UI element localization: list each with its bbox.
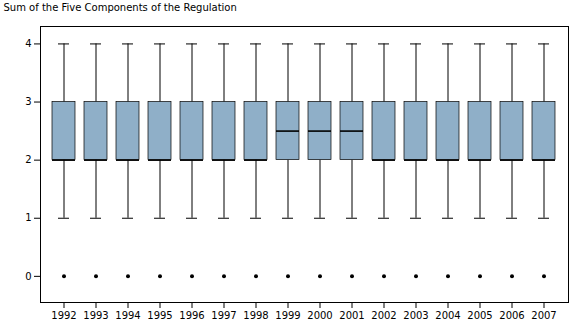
svg-text:2000: 2000 [307, 310, 332, 321]
svg-text:1: 1 [25, 212, 31, 223]
svg-text:1998: 1998 [243, 310, 268, 321]
svg-text:2002: 2002 [371, 310, 396, 321]
svg-text:4: 4 [25, 38, 31, 49]
svg-text:0: 0 [25, 271, 31, 282]
svg-text:1999: 1999 [275, 310, 300, 321]
svg-text:2005: 2005 [467, 310, 492, 321]
svg-text:3: 3 [25, 96, 31, 107]
svg-text:2007: 2007 [531, 310, 556, 321]
svg-text:2004: 2004 [435, 310, 460, 321]
svg-text:1997: 1997 [211, 310, 236, 321]
svg-text:1992: 1992 [51, 310, 76, 321]
svg-text:1994: 1994 [115, 310, 140, 321]
svg-text:2003: 2003 [403, 310, 428, 321]
svg-text:1995: 1995 [147, 310, 172, 321]
svg-text:2001: 2001 [339, 310, 364, 321]
svg-text:2006: 2006 [499, 310, 524, 321]
svg-text:2: 2 [25, 154, 31, 165]
svg-text:1996: 1996 [179, 310, 204, 321]
svg-text:1993: 1993 [83, 310, 108, 321]
svg-text:Sum of the Five Components of: Sum of the Five Components of the Regula… [4, 2, 237, 13]
